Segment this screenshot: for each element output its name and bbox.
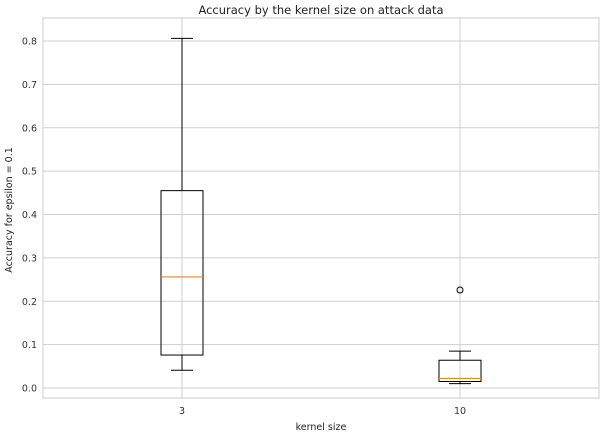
y-tick-label: 0.1 <box>22 340 37 351</box>
y-tick-labels: 0.0 0.1 0.2 0.3 0.4 0.5 0.6 0.7 0.8 <box>22 37 37 395</box>
x-axis-label: kernel size <box>296 422 347 433</box>
x-tick-label: 10 <box>454 406 466 417</box>
y-tick-label: 0.5 <box>22 167 37 178</box>
x-tick-labels: 3 10 <box>179 406 466 417</box>
y-tick-label: 0.7 <box>22 80 37 91</box>
y-axis-label: Accuracy for epsilon = 0.1 <box>4 147 15 273</box>
outlier-point <box>456 286 464 294</box>
y-tick-label: 0.0 <box>22 384 37 395</box>
box-10 <box>438 286 482 385</box>
y-tick-label: 0.4 <box>22 210 37 221</box>
iqr-box <box>160 190 204 356</box>
iqr-box <box>438 359 482 382</box>
box-3 <box>160 37 204 371</box>
y-tick-label: 0.8 <box>22 37 37 48</box>
plot-frame <box>42 17 600 399</box>
box-series <box>160 37 482 385</box>
plot-background <box>43 18 599 398</box>
y-tick-label: 0.2 <box>22 297 37 308</box>
grid-lines <box>43 18 599 398</box>
chart-title: Accuracy by the kernel size on attack da… <box>198 3 443 17</box>
y-tick-label: 0.6 <box>22 123 37 134</box>
x-tick-label: 3 <box>179 406 185 417</box>
y-tick-label: 0.3 <box>22 253 37 264</box>
